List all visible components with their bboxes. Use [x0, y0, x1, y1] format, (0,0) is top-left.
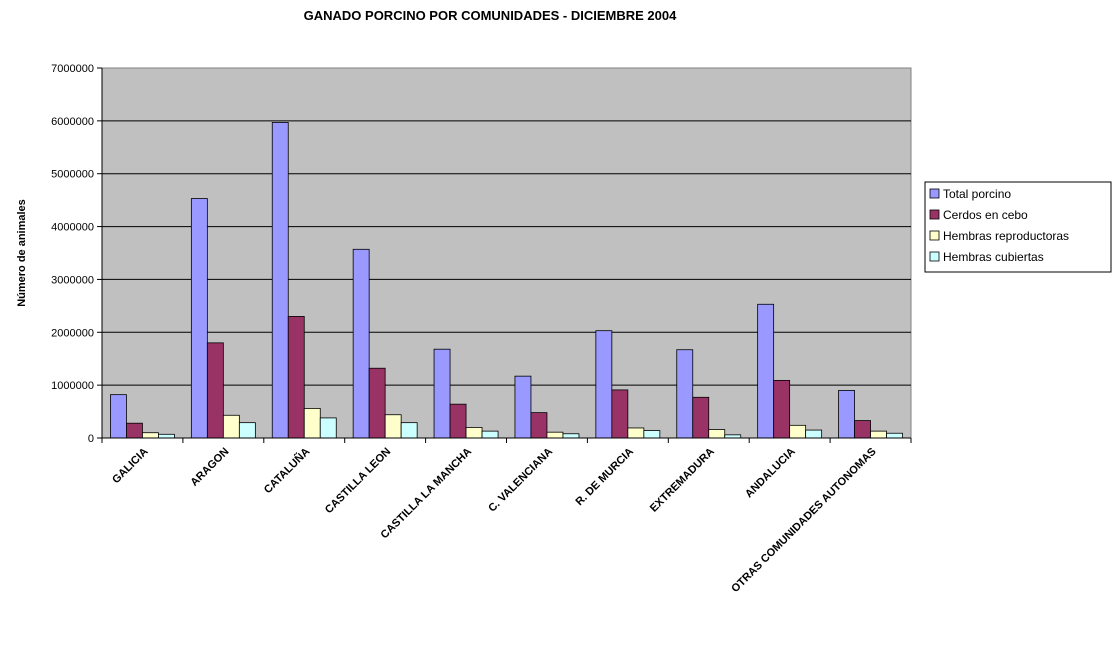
bar	[514, 375, 532, 439]
bar	[805, 429, 823, 439]
bar	[319, 417, 337, 439]
x-tick-label: C. VALENCIANA	[486, 446, 555, 515]
bar	[352, 248, 370, 439]
bar	[384, 414, 402, 439]
bar	[206, 342, 224, 439]
bar	[287, 316, 305, 439]
legend-swatch	[929, 209, 940, 220]
y-tick-label: 4000000	[51, 222, 94, 234]
y-axis-title: Número de animales	[16, 199, 28, 307]
bar	[271, 122, 289, 439]
y-tick-label: 2000000	[51, 327, 94, 339]
y-tick-labels: 0 1000000 2000000 3000000 4000000 5000000 6000…	[51, 63, 94, 445]
bar	[126, 422, 143, 439]
bar	[158, 433, 175, 439]
bar	[222, 414, 240, 439]
y-tick-label: 5000000	[51, 169, 94, 181]
bars	[110, 122, 903, 439]
bar	[595, 330, 613, 439]
bar	[643, 430, 661, 439]
x-tick-labels: GALICIA ARAGON CATALUÑA CASTILLA LEONCASTIL…	[110, 445, 879, 595]
bar	[838, 390, 855, 439]
x-tick-label: CASTILLA LEON	[323, 446, 393, 516]
y-tick-label: 1000000	[51, 380, 94, 392]
bar	[110, 394, 127, 439]
bar	[789, 424, 807, 439]
legend-box	[924, 181, 1112, 273]
bar	[611, 389, 629, 439]
bar	[449, 403, 467, 439]
legend-label: Hembras reproductoras	[943, 229, 1069, 243]
x-tick-label: R. DE MURCIA	[573, 446, 636, 509]
x-tick-label: GALICIA	[110, 446, 150, 486]
bar	[465, 427, 483, 439]
legend-swatch	[929, 230, 940, 241]
bar	[142, 432, 159, 439]
bar	[676, 349, 694, 439]
legend: Total porcino Cerdos en cebo Hembras repro…	[924, 181, 1112, 273]
x-tick-label: EXTREMADURA	[648, 446, 717, 515]
legend-label: Total porcino	[943, 187, 1011, 201]
bar	[886, 432, 903, 439]
bar	[238, 422, 256, 439]
bar	[190, 198, 208, 439]
legend-label: Hembras cubiertas	[943, 250, 1044, 264]
bar	[692, 396, 710, 439]
y-tick-label: 3000000	[51, 274, 94, 286]
bar	[433, 348, 451, 439]
x-tick-label: CATALUÑA	[261, 445, 312, 496]
bar	[368, 367, 386, 439]
bar	[562, 433, 580, 439]
legend-label: Cerdos en cebo	[943, 208, 1028, 222]
bar	[530, 412, 548, 439]
y-tick-label: 0	[88, 433, 94, 445]
plot-area	[101, 67, 912, 439]
bar	[400, 422, 418, 439]
bar	[627, 427, 645, 439]
y-tick-label: 6000000	[51, 116, 94, 128]
bar	[870, 430, 887, 439]
bar	[854, 420, 871, 439]
x-tick-label: ANDALUCIA	[743, 446, 798, 501]
x-tick-label: ARAGON	[188, 446, 231, 489]
bar	[708, 429, 726, 439]
chart-title: GANADO PORCINO POR COMUNIDADES - DICIEMB…	[304, 8, 677, 23]
legend-swatch	[929, 251, 940, 262]
legend-swatch	[929, 188, 940, 199]
y-tick-label: 7000000	[51, 63, 94, 75]
bar	[773, 379, 791, 439]
bar	[481, 430, 499, 439]
x-tick-label: CASTILLA LA MANCHA	[379, 446, 475, 542]
bar	[546, 431, 564, 439]
bar	[757, 303, 775, 439]
x-tick-label: OTRAS COMUNIDADES AUTONOMAS	[729, 446, 878, 595]
bar	[303, 407, 321, 439]
axes	[97, 67, 912, 443]
